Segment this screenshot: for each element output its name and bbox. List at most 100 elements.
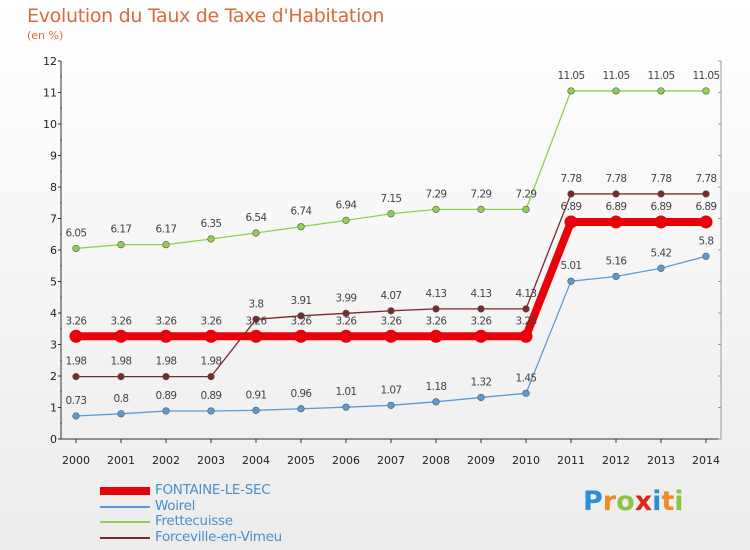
data-point	[342, 309, 350, 317]
data-point	[72, 373, 80, 381]
data-point	[114, 329, 128, 343]
data-label: 6.17	[111, 224, 132, 236]
data-point	[474, 329, 488, 343]
data-label: 1.98	[111, 356, 132, 368]
data-label: 1.32	[471, 376, 492, 388]
data-label: 3.26	[336, 315, 358, 327]
x-tick-label: 2005	[287, 454, 315, 467]
y-tick-label: 0	[50, 433, 57, 446]
data-label: 7.78	[696, 173, 717, 185]
data-label: 7.29	[471, 188, 492, 200]
data-label: 0.8	[114, 393, 129, 405]
data-point	[249, 329, 263, 343]
data-label: 7.15	[381, 193, 402, 205]
data-label: 4.07	[381, 290, 402, 302]
data-point	[387, 307, 395, 315]
legend-swatch	[100, 536, 150, 539]
y-tick-label: 12	[43, 55, 57, 68]
data-label: 6.17	[156, 224, 177, 236]
data-point	[432, 305, 440, 313]
data-label: 0.89	[201, 390, 222, 402]
data-point	[387, 210, 395, 218]
data-label: 6.05	[66, 227, 87, 239]
data-label: 0.89	[156, 390, 177, 402]
data-point	[429, 329, 443, 343]
data-label: 4.13	[516, 288, 537, 300]
data-point	[252, 229, 260, 237]
data-point	[657, 190, 665, 198]
data-label: 11.05	[557, 70, 584, 82]
data-label: 1.98	[156, 356, 177, 368]
data-labels-layer: 3.26 3.26 3.26 3.26 3.26 3.26 3.26 3.26 3.26 3.26…	[66, 70, 721, 407]
x-tick-label: 2000	[62, 454, 90, 467]
data-point	[657, 264, 665, 272]
legend-label: Forceville-en-Vimeu	[155, 528, 282, 545]
data-point	[522, 305, 530, 313]
data-point	[297, 223, 305, 231]
data-point	[72, 244, 80, 253]
logo-letter: o	[616, 486, 635, 517]
proxiti-logo: Proxiti	[583, 486, 684, 517]
y-tick-label: 2	[50, 370, 57, 383]
legend-swatch	[100, 505, 150, 508]
data-label: 6.54	[246, 212, 268, 224]
data-label: 1.98	[66, 356, 87, 368]
data-point	[702, 252, 710, 260]
y-tick-label: 5	[50, 276, 57, 289]
data-label: 5.42	[651, 247, 672, 259]
data-label: 6.35	[201, 218, 222, 230]
x-tick-label: 2007	[377, 454, 405, 467]
data-label: 7.29	[426, 188, 447, 200]
data-point	[252, 406, 260, 414]
logo-letter: i	[674, 486, 684, 517]
data-label: 3.26	[201, 315, 223, 327]
data-point	[207, 407, 215, 415]
x-tick-label: 2001	[107, 454, 135, 467]
y-tick-label: 6	[50, 244, 57, 257]
data-label: 1.01	[336, 386, 357, 398]
data-label: 1.98	[201, 356, 222, 368]
data-point	[204, 329, 218, 343]
data-label: 1.07	[381, 384, 402, 396]
data-label: 5.16	[606, 255, 628, 267]
x-tick-label: 2002	[152, 454, 180, 467]
data-label: 6.94	[336, 199, 358, 211]
data-point	[432, 205, 440, 213]
data-point	[609, 215, 623, 229]
data-label: 3.26	[111, 315, 133, 327]
data-label: 11.05	[602, 70, 629, 82]
data-label: 7.78	[561, 173, 582, 185]
y-tick-label: 11	[43, 87, 57, 100]
data-point	[519, 329, 533, 343]
x-tick-label: 2014	[692, 454, 720, 467]
x-tick-label: 2011	[557, 454, 585, 467]
data-point	[657, 87, 665, 95]
x-tick-label: 2009	[467, 454, 495, 467]
data-point	[654, 215, 668, 229]
data-label: 6.89	[696, 201, 717, 213]
x-tick-label: 2006	[332, 454, 360, 467]
data-label: 3.26	[426, 315, 448, 327]
x-tick-label: 2012	[602, 454, 630, 467]
chart-title: Evolution du Taux de Taxe d'Habitation	[27, 5, 385, 27]
data-point	[339, 329, 353, 343]
data-point	[207, 373, 215, 381]
data-point	[522, 205, 530, 213]
data-point	[699, 215, 713, 229]
data-label: 6.89	[561, 201, 582, 213]
x-tick-label: 2010	[512, 454, 540, 467]
data-point	[477, 393, 485, 402]
logo-letter: i	[652, 486, 662, 517]
legend-label: FONTAINE-LE-SEC	[155, 482, 271, 498]
data-point	[207, 235, 215, 243]
y-tick-label: 10	[43, 118, 57, 131]
chart-subtitle: (en %)	[27, 29, 64, 42]
data-label: 5.8	[699, 235, 714, 247]
x-tick-label: 2008	[422, 454, 450, 467]
y-tick-label: 1	[50, 402, 57, 415]
data-label: 3.91	[291, 295, 312, 307]
data-label: 6.89	[606, 201, 627, 213]
